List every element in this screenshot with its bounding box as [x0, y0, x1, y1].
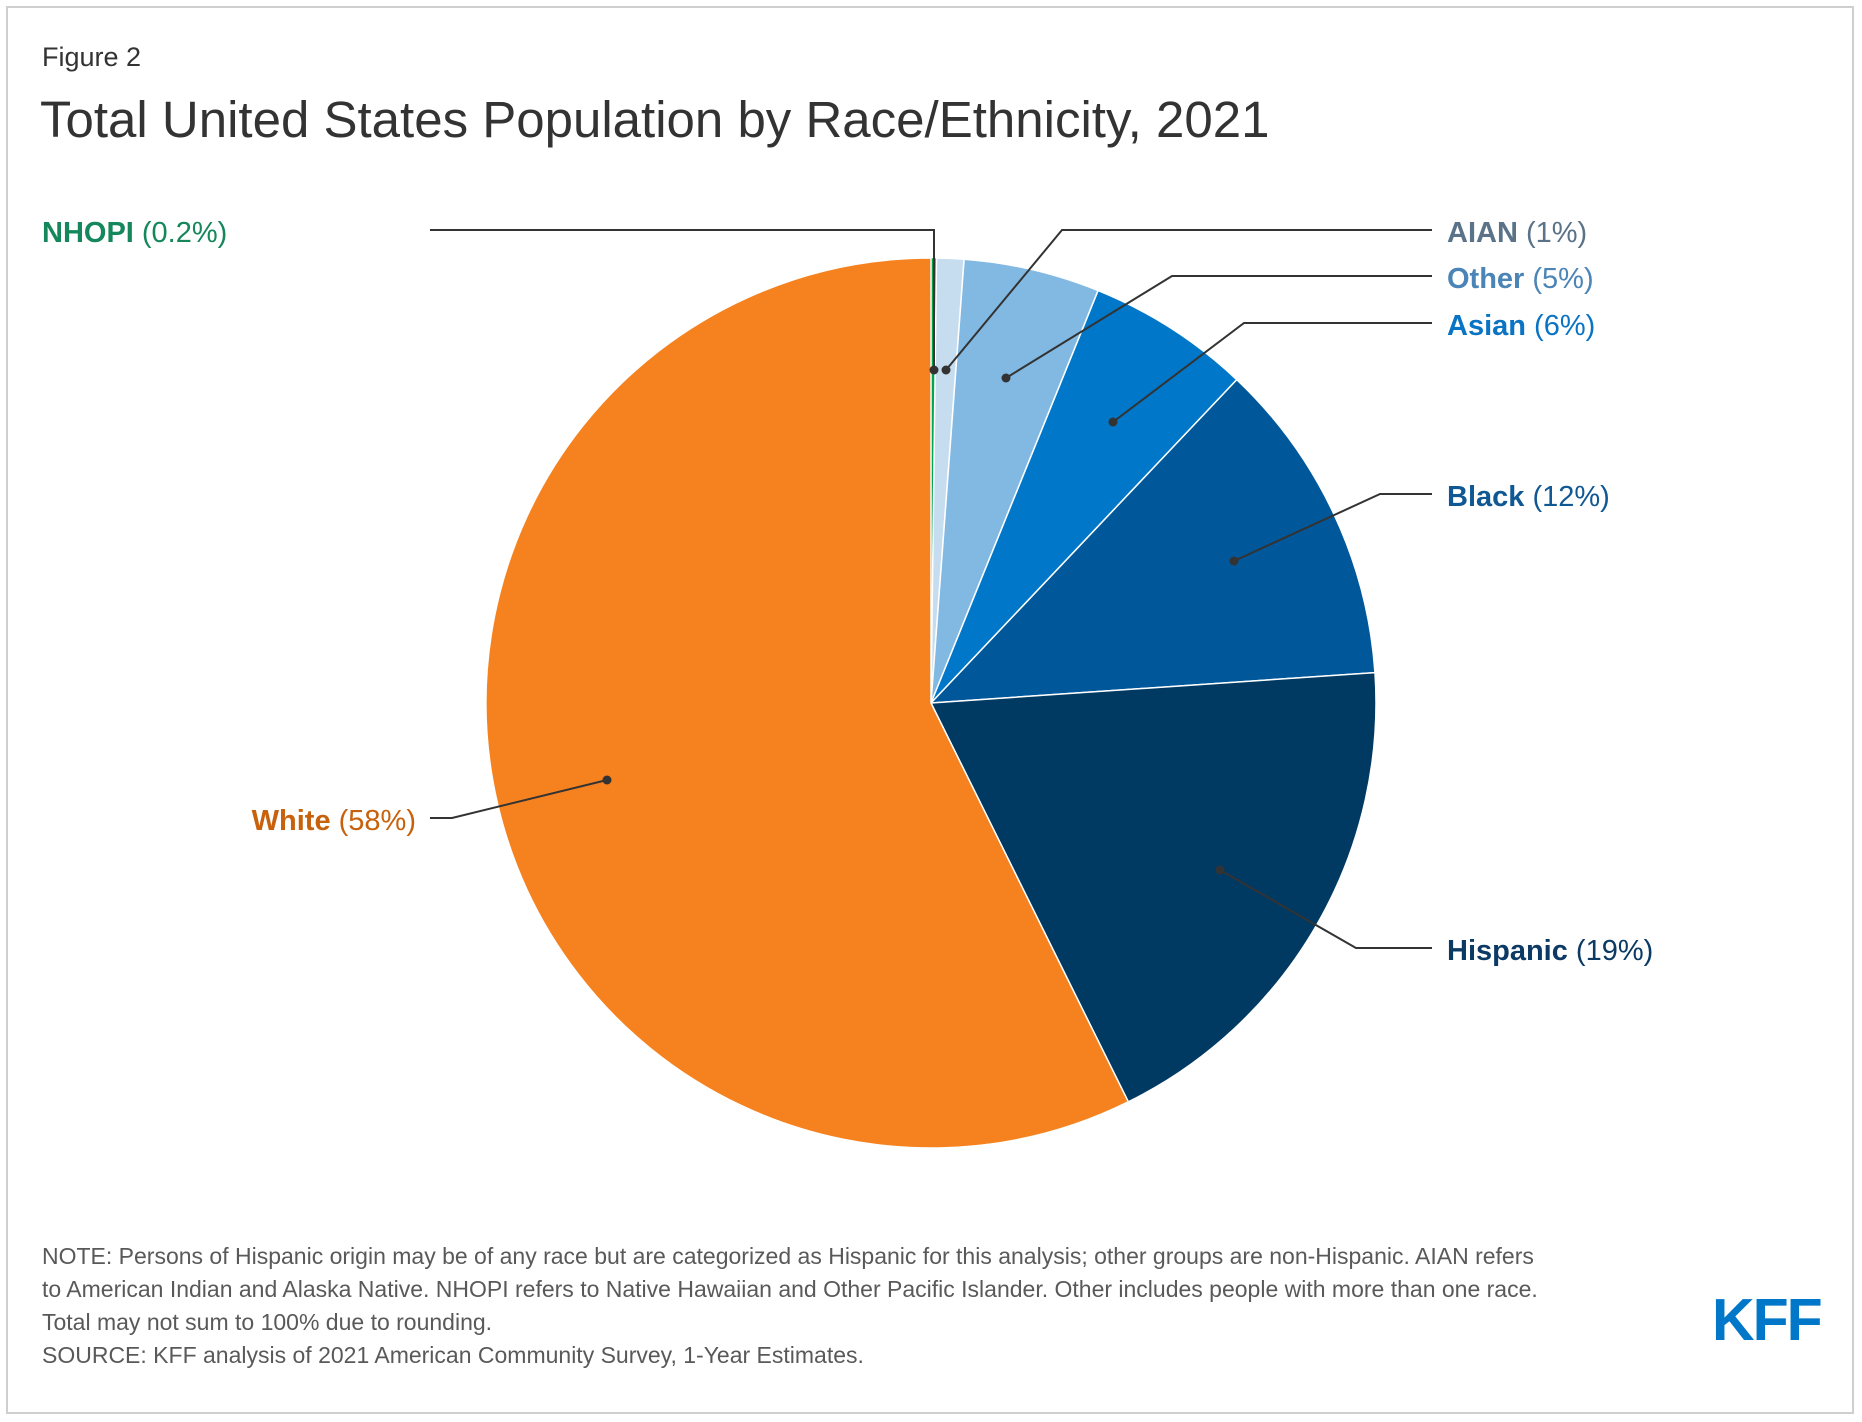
- slice-label-white: White (58%): [252, 805, 416, 837]
- slice-label-name-aian: AIAN: [1447, 217, 1518, 249]
- leader-lines: [430, 229, 1432, 949]
- leader-dot-other: [1001, 373, 1011, 383]
- leader-line-other: [1005, 275, 1432, 379]
- note-line-1: NOTE: Persons of Hispanic origin may be …: [42, 1243, 1534, 1269]
- pie-slice-white: [485, 257, 1130, 1149]
- pie-slice-asian: [930, 289, 1238, 704]
- leader-line-white: [430, 779, 608, 819]
- slice-label-name-nhopi: NHOPI: [42, 217, 134, 249]
- slice-label-black: Black (12%): [1447, 481, 1610, 513]
- leader-dot-aian: [941, 365, 951, 375]
- slice-label-name-black: Black: [1447, 481, 1525, 513]
- note-line-3: Total may not sum to 100% due to roundin…: [42, 1309, 493, 1335]
- leader-dot-white: [602, 775, 612, 785]
- pie-slice-black: [929, 378, 1376, 704]
- chart-notes: NOTE: Persons of Hispanic origin may be …: [42, 1240, 1712, 1372]
- figure-label: Figure 2: [42, 42, 142, 72]
- leader-line-nhopi: [430, 229, 935, 370]
- leader-dot-black: [1229, 556, 1239, 566]
- slice-label-name-asian: Asian: [1447, 310, 1526, 342]
- slice-label-value-nhopi: (0.2%): [134, 217, 227, 249]
- slice-label-value-white: (58%): [331, 805, 416, 837]
- slice-labels: NHOPI (0.2%) AIAN (1%) Other (5%) Asian (6%…: [42, 217, 1653, 967]
- slice-label-value-aian: (1%): [1518, 217, 1587, 249]
- leader-line-hispanic: [1219, 869, 1432, 949]
- leader-dot-asian: [1108, 417, 1118, 427]
- kff-logo: KFF: [1712, 1287, 1823, 1353]
- slice-label-value-hispanic: (19%): [1568, 935, 1653, 967]
- slice-label-name-white: White: [252, 805, 331, 837]
- leader-line-aian: [945, 229, 1432, 371]
- leader-dot-nhopi: [929, 365, 939, 375]
- source-line: SOURCE: KFF analysis of 2021 American Co…: [42, 1342, 864, 1368]
- slice-label-asian: Asian (6%): [1447, 310, 1595, 342]
- leader-line-black: [1233, 493, 1432, 562]
- leader-line-asian: [1112, 322, 1432, 423]
- figure-frame: [6, 6, 1854, 1414]
- leader-dot-hispanic: [1215, 865, 1225, 875]
- slice-label-nhopi: NHOPI (0.2%): [42, 217, 227, 249]
- chart-title: Total United States Population by Race/E…: [40, 91, 1270, 148]
- slice-label-value-other: (5%): [1524, 263, 1593, 295]
- slice-label-name-hispanic: Hispanic: [1447, 935, 1568, 967]
- slice-label-value-asian: (6%): [1526, 310, 1595, 342]
- slice-label-hispanic: Hispanic (19%): [1447, 935, 1653, 967]
- slice-label-aian: AIAN (1%): [1447, 217, 1587, 249]
- note-line-2: to American Indian and Alaska Native. NH…: [42, 1276, 1538, 1302]
- pie-slices: [485, 257, 1377, 1149]
- slice-label-name-other: Other: [1447, 263, 1524, 295]
- slice-label-value-black: (12%): [1524, 481, 1609, 513]
- slice-label-other: Other (5%): [1447, 263, 1594, 295]
